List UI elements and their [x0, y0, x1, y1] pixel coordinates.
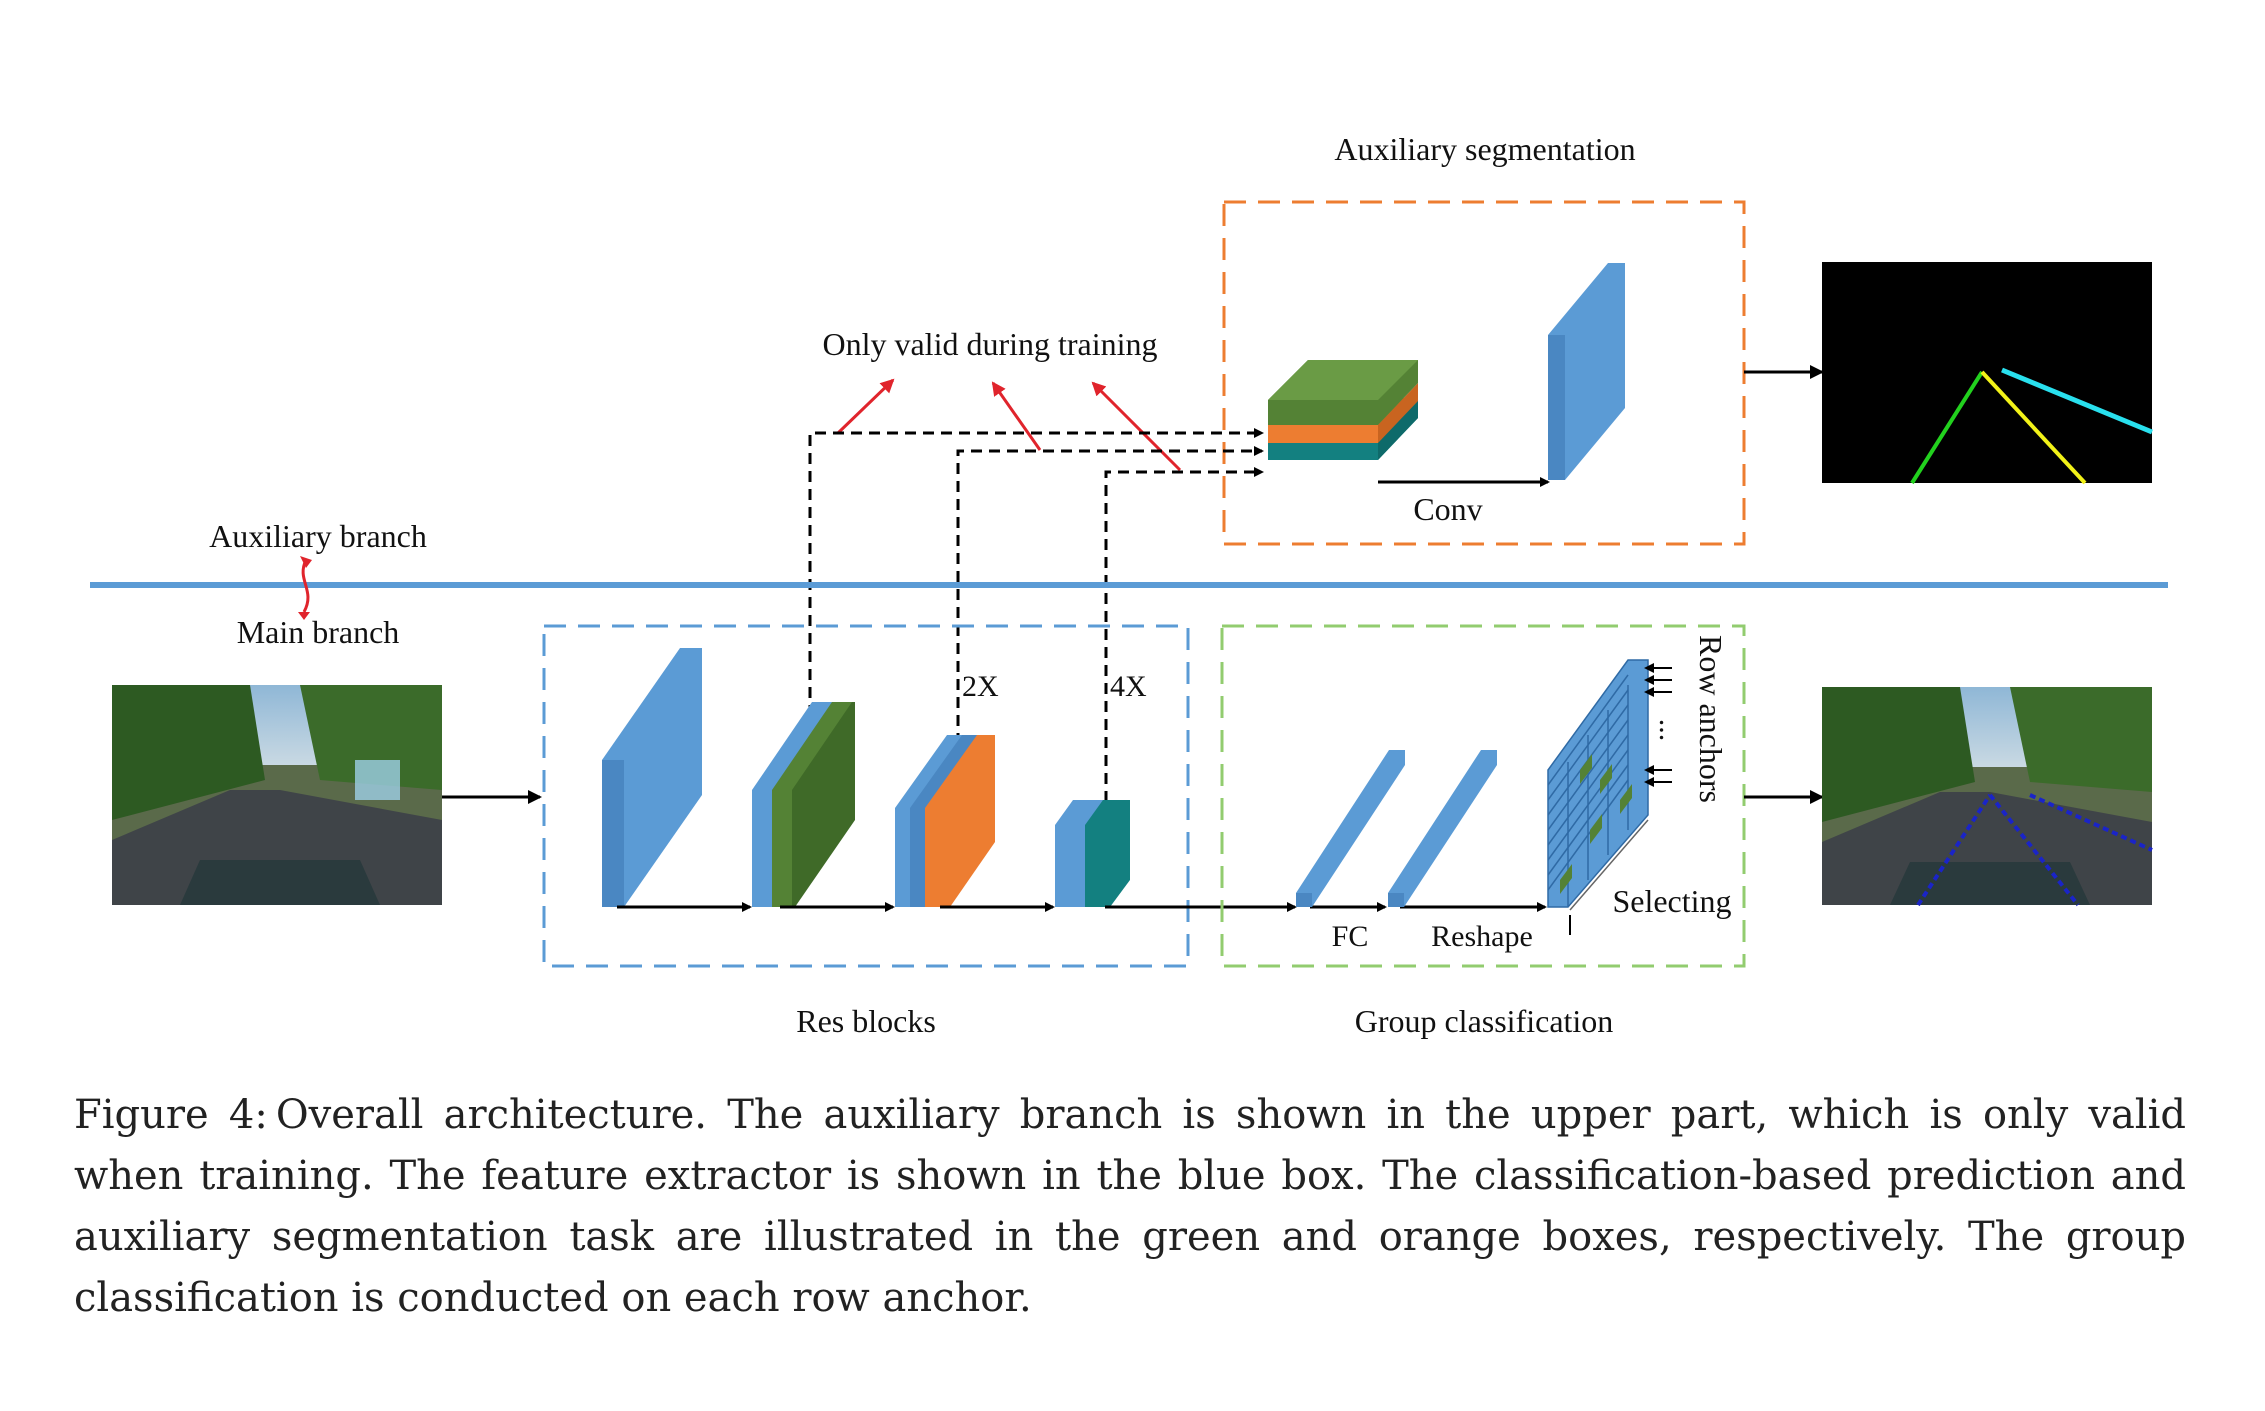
conv-output-block — [1548, 263, 1625, 480]
row-anchors-label: Row anchors — [1693, 635, 1729, 803]
branch-arrow-head-up — [300, 556, 312, 568]
skip-connections — [808, 428, 1264, 820]
branch-double-arrow — [301, 559, 310, 613]
auxiliary-branch-label: Auxiliary branch — [209, 518, 427, 554]
fc-label: FC — [1332, 920, 1369, 953]
branch-arrow-head-down — [298, 612, 310, 620]
res-block-1 — [602, 648, 702, 907]
auxiliary-segmentation-title: Auxiliary segmentation — [1334, 131, 1635, 167]
main-branch-label: Main branch — [237, 614, 400, 650]
conv-label: Conv — [1413, 491, 1482, 527]
res-block-4 — [1055, 800, 1130, 907]
res-block-2 — [752, 702, 855, 907]
output-lane-image — [1822, 687, 2153, 907]
concatenated-feature-stack — [1268, 360, 1418, 460]
figure-caption: Figure 4: Overall architecture. The auxil… — [74, 1085, 2186, 1329]
scale-4x-label: 4X — [1110, 670, 1147, 703]
selecting-label: Selecting — [1612, 883, 1731, 919]
only-valid-training-label: Only valid during training — [822, 326, 1157, 362]
input-road-image — [112, 685, 442, 905]
caption-label: Figure 4: — [74, 1092, 268, 1138]
reshape-label: Reshape — [1431, 920, 1533, 953]
row-anchor-arrows — [1644, 663, 1672, 787]
res-blocks-label: Res blocks — [796, 1003, 936, 1039]
row-anchors-ellipsis: ... — [1653, 719, 1686, 742]
segmentation-output-image — [1822, 262, 2153, 485]
res-blocks-box — [542, 624, 1190, 968]
scale-2x-label: 2X — [962, 670, 999, 703]
group-classification-label: Group classification — [1355, 1003, 1614, 1039]
reshape-layer — [1388, 750, 1497, 907]
fc-layer — [1296, 750, 1405, 907]
group-classification-grid — [1547, 659, 1649, 908]
res-block-3 — [895, 735, 995, 907]
training-pointer-arrows — [836, 378, 1182, 472]
caption-text: Overall architecture. The auxiliary bran… — [74, 1092, 2186, 1321]
selecting-pointer — [1569, 819, 1649, 911]
